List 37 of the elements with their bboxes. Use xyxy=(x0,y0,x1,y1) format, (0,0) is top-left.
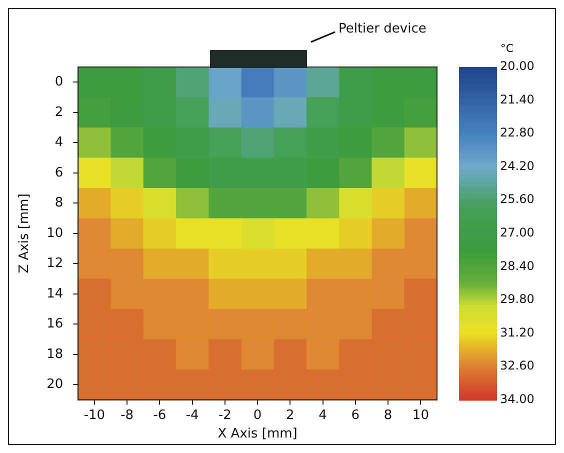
x-tick-label: 6 xyxy=(351,408,360,423)
y-tick-label: 6 xyxy=(54,165,64,180)
x-tick-label: 4 xyxy=(318,408,327,423)
x-axis-title: X Axis [mm] xyxy=(218,426,298,442)
x-tick-label: -8 xyxy=(120,408,134,423)
y-tick-label: 0 xyxy=(54,74,64,90)
y-tick-label: 20 xyxy=(46,377,64,392)
x-tick-label: -6 xyxy=(153,408,166,423)
color-bar-label: 24.20 xyxy=(500,158,534,173)
y-tick-label: 4 xyxy=(54,135,64,150)
x-tick-label: 8 xyxy=(384,408,392,423)
y-tick-label: 12 xyxy=(46,256,64,272)
x-tick-label: -2 xyxy=(218,408,232,423)
color-bar-label: 28.40 xyxy=(500,258,534,273)
color-bar-label: 32.60 xyxy=(500,358,534,373)
x-tick-label: 2 xyxy=(286,408,294,423)
y-tick-label: 18 xyxy=(46,346,64,362)
color-bar-label: 22.80 xyxy=(500,126,534,140)
y-tick-label: 8 xyxy=(54,196,64,211)
color-bar-label: 34.00 xyxy=(500,392,534,406)
color-bar-label: 25.60 xyxy=(500,192,534,206)
color-bar-label: 27.00 xyxy=(500,226,534,240)
text: Peltier device xyxy=(338,21,426,36)
color-bar-label: 20.00 xyxy=(500,59,534,74)
x-tick-label: -10 xyxy=(84,408,106,423)
x-tick-label: 10 xyxy=(412,408,429,423)
y-tick-label: 2 xyxy=(54,104,64,120)
color-bar-label: 29.80 xyxy=(500,292,534,306)
color-bar-label: 31.20 xyxy=(500,325,534,340)
y-tick-label: 16 xyxy=(46,316,64,332)
y-tick-label: 14 xyxy=(46,286,64,302)
x-tick-label: 0 xyxy=(253,408,262,423)
color-bar-title: °C xyxy=(500,42,514,55)
y-tick-label: 10 xyxy=(46,226,64,241)
y-axis-title: Z Axis [mm] xyxy=(17,194,32,274)
color-bar-label: 21.40 xyxy=(500,92,534,106)
x-tick-label: -4 xyxy=(186,408,199,423)
